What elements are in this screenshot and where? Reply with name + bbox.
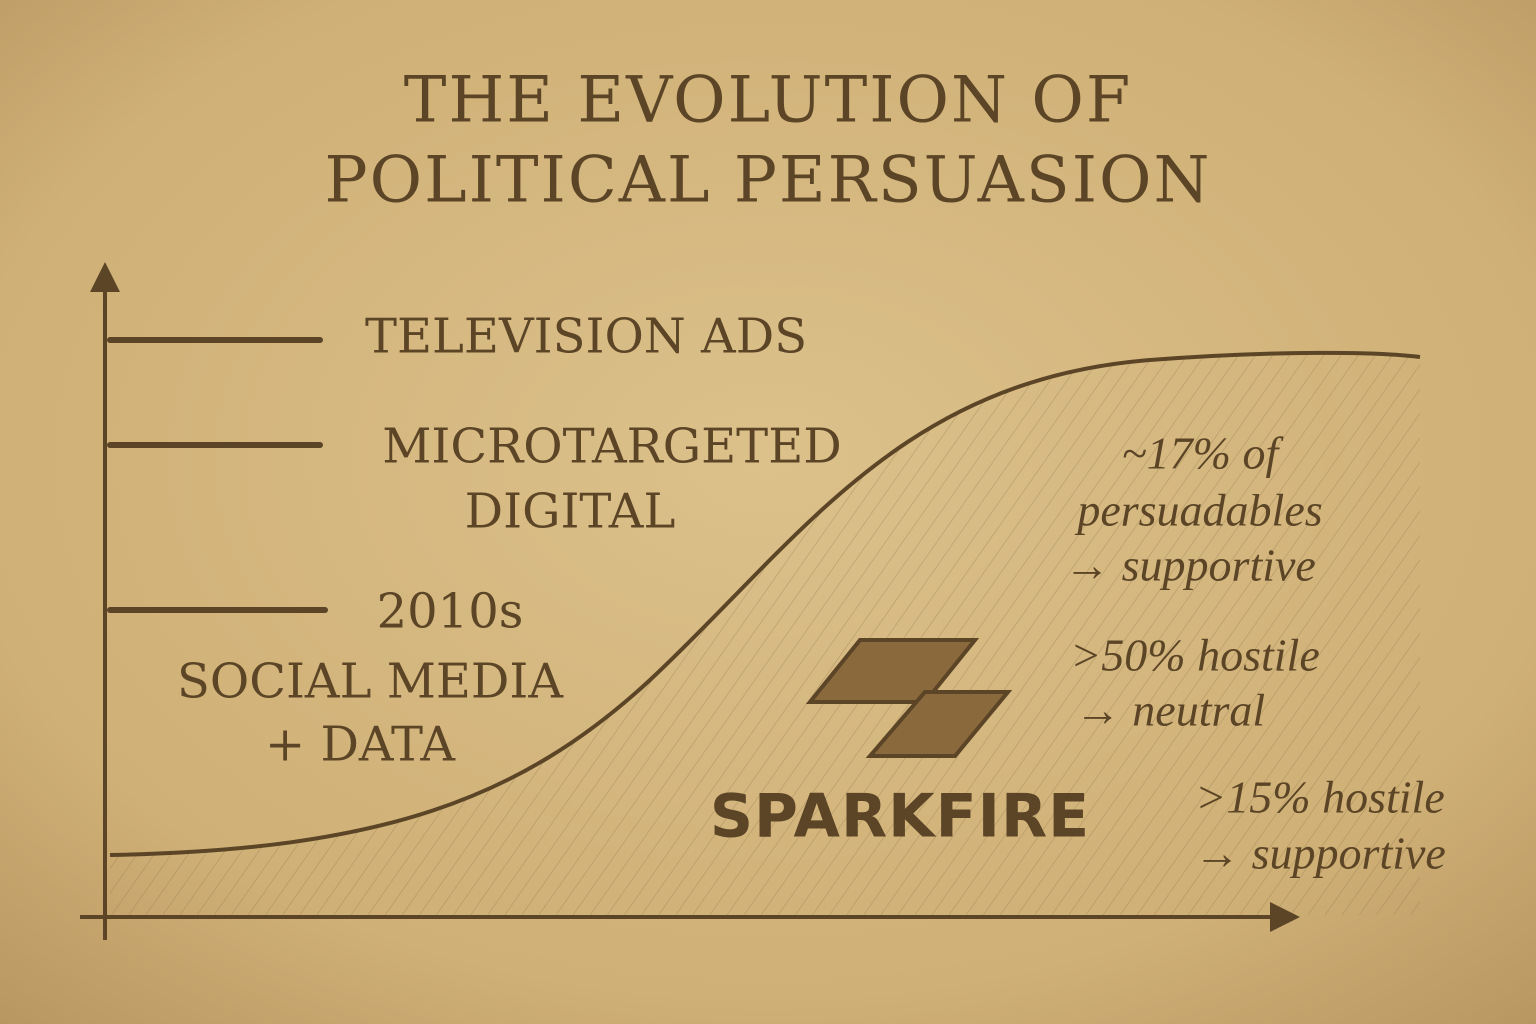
annotation: persuadables — [1074, 485, 1322, 536]
brand-name: SPARKFIRE — [710, 782, 1090, 852]
era-label: DIGITAL — [465, 484, 676, 540]
annotation: → neutral — [1075, 685, 1265, 736]
x-axis-arrow — [1270, 902, 1300, 932]
annotation: >15% hostile — [1195, 772, 1445, 823]
title-line: THE EVOLUTION OF — [404, 64, 1132, 138]
era-label: TELEVISION ADS — [365, 309, 807, 365]
y-axis-arrow — [90, 262, 120, 292]
logo-shape — [865, 690, 1013, 758]
adoption-curve — [109, 350, 1421, 857]
era-label: MICROTARGETED — [382, 419, 841, 475]
annotation: ~17% of — [1122, 428, 1285, 479]
era-label: SOCIAL MEDIA — [177, 654, 564, 710]
title-line: POLITICAL PERSUASION — [325, 144, 1212, 218]
annotation: → supportive — [1064, 540, 1316, 591]
annotation: >50% hostile — [1070, 630, 1320, 681]
annotation: → supportive — [1194, 828, 1446, 879]
era-label: 2010s — [377, 584, 524, 640]
curve-area — [110, 352, 1420, 915]
era-label: + DATA — [265, 717, 456, 773]
